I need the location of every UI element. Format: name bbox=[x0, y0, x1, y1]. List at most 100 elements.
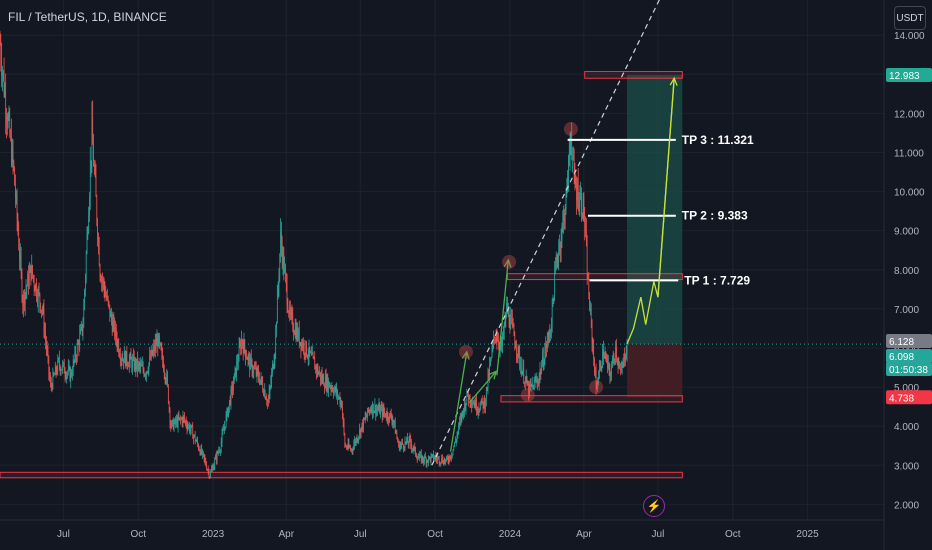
candle-body bbox=[251, 357, 252, 361]
candle-body bbox=[440, 462, 442, 464]
candle-body bbox=[11, 135, 12, 164]
candle-body bbox=[466, 391, 468, 404]
candle-body bbox=[280, 231, 281, 255]
candle-body bbox=[454, 442, 455, 447]
x-tick-label: Jul bbox=[57, 529, 70, 540]
candle-body bbox=[187, 426, 189, 429]
candle-body bbox=[102, 278, 103, 282]
candle-body bbox=[43, 309, 45, 332]
candle-body bbox=[172, 419, 173, 422]
candle-body bbox=[574, 174, 576, 185]
candle-body bbox=[79, 333, 81, 348]
candle-body bbox=[6, 116, 7, 121]
candle-body bbox=[252, 371, 254, 373]
candle-body bbox=[550, 332, 551, 336]
candle-body bbox=[172, 419, 174, 430]
candle-body bbox=[111, 319, 113, 332]
candle-body bbox=[362, 423, 364, 429]
candle-body bbox=[355, 437, 357, 443]
candle-body bbox=[207, 469, 208, 471]
candle-body bbox=[316, 365, 317, 372]
pivot-marker bbox=[520, 387, 535, 402]
candle-body bbox=[369, 410, 371, 412]
candle-body bbox=[383, 408, 385, 413]
candle-body bbox=[611, 367, 612, 377]
candle-body bbox=[129, 360, 130, 367]
candle-body bbox=[250, 357, 251, 370]
candle-body bbox=[371, 408, 372, 414]
candle-body bbox=[394, 421, 395, 423]
candle-body bbox=[442, 462, 444, 465]
candle-body bbox=[345, 445, 346, 447]
candle-body bbox=[504, 315, 506, 326]
candle-body bbox=[507, 303, 508, 314]
candle-body bbox=[599, 368, 600, 378]
candle-body bbox=[359, 429, 360, 437]
candle-body bbox=[614, 359, 616, 361]
candle-body bbox=[579, 196, 581, 207]
candle-body bbox=[361, 423, 363, 428]
candle-body bbox=[126, 351, 128, 364]
candle-body bbox=[460, 417, 461, 422]
candle-body bbox=[301, 342, 303, 350]
candle-body bbox=[294, 332, 295, 335]
candle-body bbox=[300, 342, 302, 350]
candle-body bbox=[99, 265, 101, 278]
price-label-last bbox=[886, 348, 932, 363]
candle-body bbox=[456, 434, 458, 441]
candle-body bbox=[318, 373, 320, 375]
candle-body bbox=[307, 355, 308, 358]
candle-body bbox=[128, 365, 129, 367]
candle-body bbox=[603, 357, 605, 358]
candle-body bbox=[385, 413, 386, 417]
zone-resistance bbox=[506, 273, 683, 281]
candle-body bbox=[222, 430, 224, 434]
candle-body bbox=[565, 190, 567, 210]
candle-body bbox=[376, 409, 377, 415]
candle-body bbox=[624, 354, 625, 362]
candle-body bbox=[593, 346, 594, 360]
candle-body bbox=[323, 377, 324, 386]
candle-body bbox=[162, 352, 163, 362]
price-label-text-stop: 4.738 bbox=[889, 393, 914, 404]
candle-body bbox=[85, 276, 86, 291]
candle-body bbox=[65, 375, 67, 378]
candle-body bbox=[599, 362, 601, 369]
candle-body bbox=[400, 443, 402, 446]
candle-body bbox=[469, 395, 471, 403]
candle-body bbox=[298, 329, 300, 345]
candle-body bbox=[421, 456, 423, 462]
candle-body bbox=[272, 364, 274, 369]
candle-body bbox=[116, 339, 118, 347]
candle-body bbox=[72, 360, 74, 374]
candle-body bbox=[220, 450, 221, 452]
candle-body bbox=[313, 356, 315, 360]
candle-body bbox=[470, 402, 472, 404]
tp-label-1: TP 3 : 11.321 bbox=[682, 133, 754, 147]
candle-body bbox=[464, 403, 466, 410]
candle-body bbox=[353, 444, 355, 450]
candle-body bbox=[216, 451, 218, 461]
candle-body bbox=[512, 318, 513, 324]
currency-unit-button[interactable]: USDT bbox=[894, 6, 926, 30]
candle-body bbox=[358, 436, 359, 439]
candle-body bbox=[198, 449, 200, 451]
price-label-text-countdown: 01:50:38 bbox=[889, 365, 928, 376]
candle-body bbox=[342, 407, 343, 415]
candle-body bbox=[391, 418, 393, 423]
candle-body bbox=[546, 343, 547, 349]
candle-body bbox=[536, 379, 538, 382]
candle-body bbox=[531, 384, 533, 386]
candle-body bbox=[120, 359, 122, 361]
lightning-bolt-icon[interactable]: ⚡ bbox=[643, 495, 665, 517]
candle-body bbox=[87, 232, 89, 234]
candle-body bbox=[207, 469, 209, 471]
candle-body bbox=[515, 345, 516, 349]
candle-body bbox=[42, 309, 43, 311]
candle-body bbox=[521, 364, 522, 375]
candle-body bbox=[539, 370, 541, 377]
candle-body bbox=[573, 156, 575, 175]
candle-body bbox=[236, 361, 237, 376]
candle-body bbox=[567, 180, 568, 190]
